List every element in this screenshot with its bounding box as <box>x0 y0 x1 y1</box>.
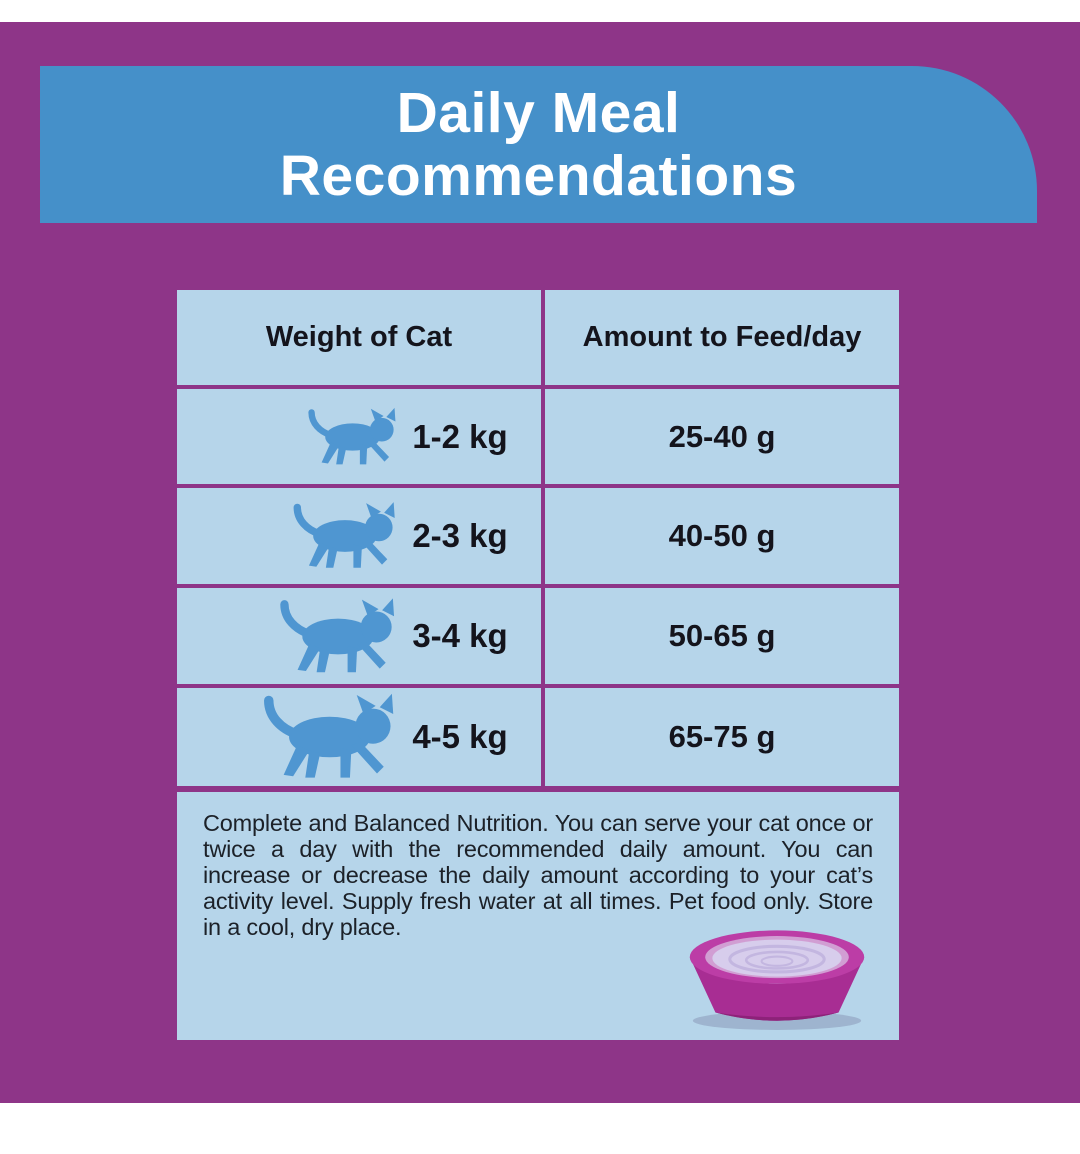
page-title-line2: Recommendations <box>279 143 798 208</box>
amount-value: 50-65 g <box>668 618 776 653</box>
cat-silhouette-icon <box>226 691 400 783</box>
table-row-weight-cell: 3-4 kg <box>177 588 541 684</box>
table-row-amount-cell: 65-75 g <box>545 688 899 786</box>
weight-value: 4-5 kg <box>412 718 508 755</box>
table-row-weight-cell: 1-2 kg <box>177 389 541 484</box>
table-row-amount-cell: 25-40 g <box>545 389 899 484</box>
feeding-note-panel: Complete and Balanced Nutrition. You can… <box>177 792 899 1040</box>
table-row-weight-cell: 2-3 kg <box>177 488 541 584</box>
page-title: Daily Meal Recommendations <box>280 82 797 207</box>
cat-silhouette-icon <box>282 406 400 468</box>
packaging-background: Daily Meal Recommendations Weight of Cat… <box>0 22 1080 1103</box>
column-header-amount: Amount to Feed/day <box>545 290 899 385</box>
column-header-weight: Weight of Cat <box>177 290 541 385</box>
weight-value: 3-4 kg <box>412 617 508 654</box>
cat-silhouette-icon <box>264 500 400 572</box>
amount-value: 65-75 g <box>668 719 776 754</box>
table-row-weight-cell: 4-5 kg <box>177 688 541 786</box>
amount-value: 40-50 g <box>668 518 776 553</box>
page-title-line1: Daily Meal <box>396 80 681 145</box>
weight-value: 1-2 kg <box>412 417 508 455</box>
feeding-guide-table: Weight of Cat Amount to Feed/day 1-2 kg … <box>177 290 899 786</box>
cat-silhouette-icon <box>246 596 400 677</box>
feeding-note-text: Complete and Balanced Nutrition. You can… <box>203 810 873 940</box>
weight-value: 2-3 kg <box>412 517 508 554</box>
table-row-amount-cell: 50-65 g <box>545 588 899 684</box>
table-row-amount-cell: 40-50 g <box>545 488 899 584</box>
pet-bowl-icon <box>688 928 866 1032</box>
amount-value: 25-40 g <box>668 418 776 454</box>
title-banner: Daily Meal Recommendations <box>40 66 1037 223</box>
